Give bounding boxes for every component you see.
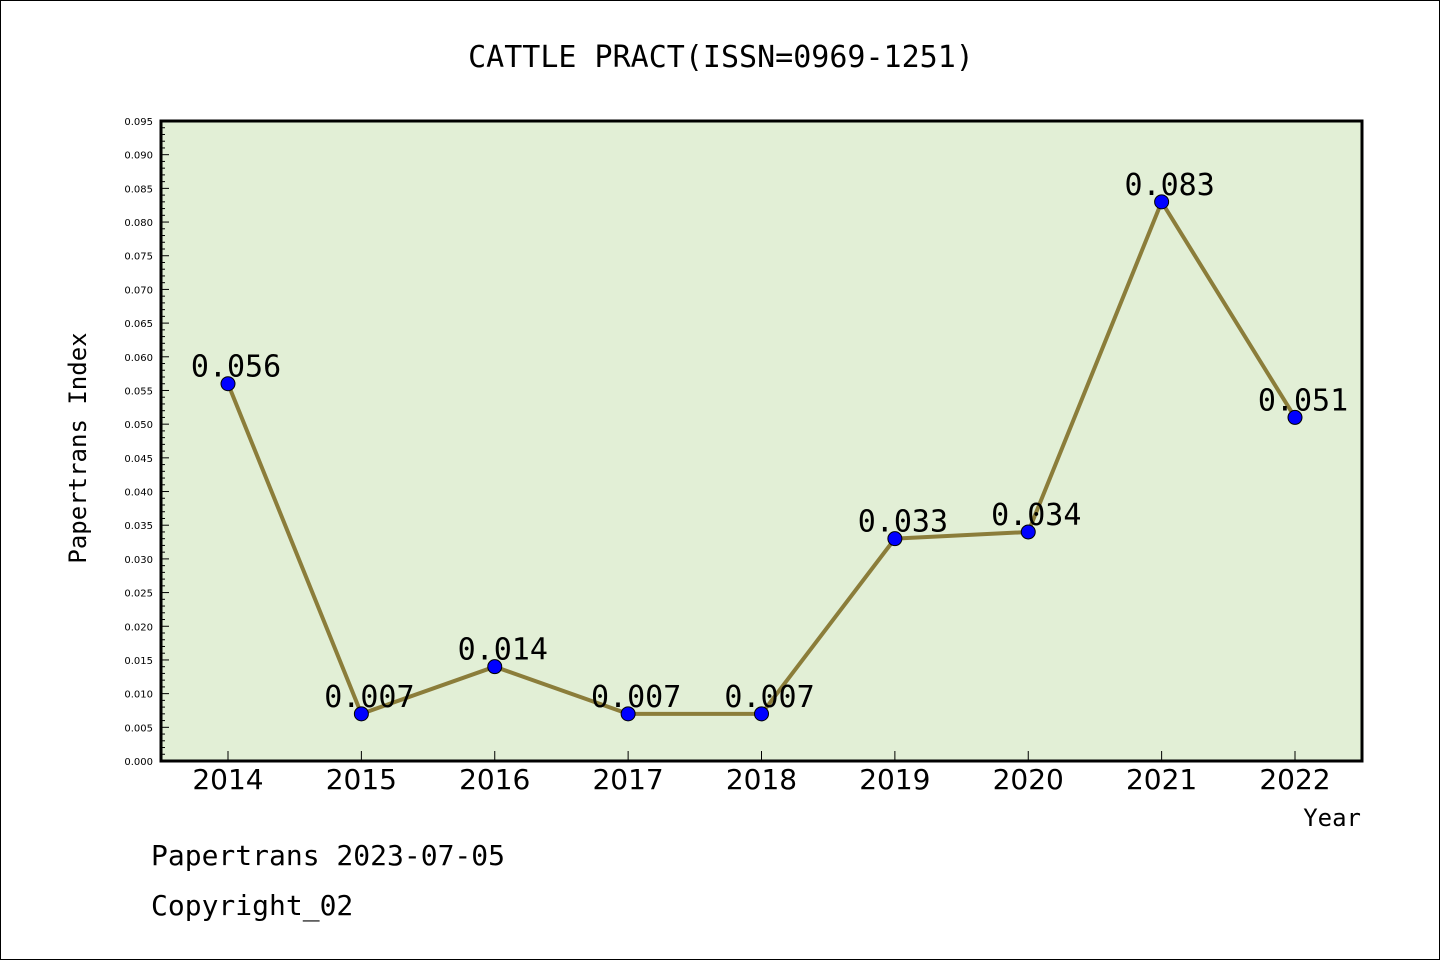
data-point-marker (353, 706, 369, 722)
y-axis-label: Papertrans Index (64, 332, 92, 563)
data-label: 0.007 (591, 680, 681, 715)
data-point-marker (620, 706, 636, 722)
y-tick-label: 0.020 (124, 622, 153, 633)
y-tick-label: 0.040 (124, 488, 153, 499)
chart-title: CATTLE PRACT(ISSN=0969-1251) (468, 40, 974, 75)
y-tick-label: 0.000 (124, 757, 153, 768)
data-label: 0.056 (191, 350, 281, 385)
y-tick-label: 0.030 (124, 555, 153, 566)
data-point-marker (1287, 409, 1303, 425)
data-label: 0.007 (724, 680, 814, 715)
x-axis: 2014 2015 2016 2017 2018 2019 2020 2021 2022 (192, 751, 1331, 796)
footer-copyright: Copyright_02 (151, 889, 353, 923)
y-tick-label: 0.055 (124, 386, 153, 397)
y-tick-label: 0.070 (124, 285, 153, 296)
data-label: 0.033 (858, 505, 948, 540)
y-tick-label: 0.090 (124, 151, 153, 162)
data-point-marker (487, 659, 503, 675)
data-label: 0.007 (324, 680, 414, 715)
y-axis: 0.000 0.005 0.010 0.015 0.020 0.025 0.030 0.035… (124, 117, 169, 768)
x-tick-label: 2021 (1126, 763, 1197, 796)
data-point-marker (220, 376, 236, 392)
y-tick-label: 0.075 (124, 252, 153, 263)
data-label: 0.051 (1258, 383, 1348, 418)
x-tick-label: 2022 (1259, 763, 1330, 796)
data-point-marker (1020, 524, 1036, 540)
y-tick-label: 0.080 (124, 218, 153, 229)
y-tick-label: 0.035 (124, 521, 153, 532)
y-tick-label: 0.010 (124, 690, 153, 701)
y-tick-label: 0.045 (124, 454, 153, 465)
data-label: 0.083 (1124, 168, 1214, 203)
x-tick-label: 2015 (326, 763, 397, 796)
data-point-marker (754, 706, 769, 722)
data-label: 0.034 (991, 498, 1081, 533)
footer-date: Papertrans 2023-07-05 (151, 839, 505, 872)
x-tick-label: 2019 (859, 763, 930, 796)
plot-area (159, 119, 1364, 763)
y-tick-label: 0.085 (124, 184, 153, 195)
y-tick-label: 0.050 (124, 420, 153, 431)
x-tick-label: 2016 (459, 763, 530, 796)
series-line-group: 0.056 0.007 0.014 0.007 0.007 0.033 0.034 0.083… (191, 168, 1348, 722)
data-label: 0.014 (458, 633, 548, 668)
x-tick-label: 2017 (592, 763, 663, 796)
y-tick-label: 0.015 (124, 656, 153, 667)
y-tick-label: 0.060 (124, 353, 153, 364)
x-tick-label: 2018 (726, 763, 797, 796)
data-point-marker (887, 531, 903, 547)
y-tick-label: 0.095 (124, 117, 153, 128)
x-tick-label: 2014 (192, 763, 263, 796)
y-tick-label: 0.025 (124, 589, 153, 600)
x-axis-label: Year (1303, 804, 1361, 832)
x-tick-label: 2020 (993, 763, 1064, 796)
y-tick-label: 0.005 (124, 723, 153, 734)
y-tick-label: 0.065 (124, 319, 153, 330)
data-point-marker (1154, 194, 1170, 210)
